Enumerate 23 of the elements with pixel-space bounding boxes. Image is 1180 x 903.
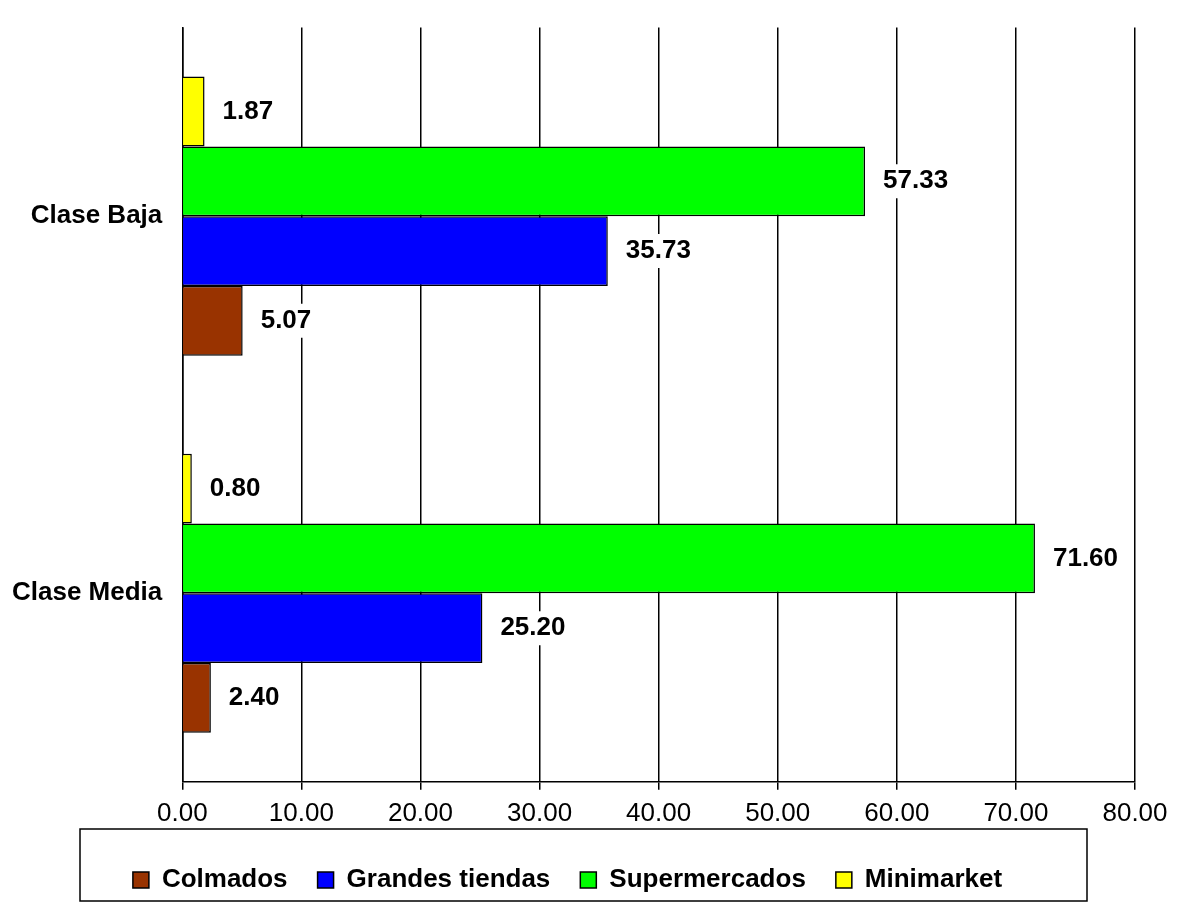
x-tick-label: 50.00 <box>745 796 811 827</box>
data-label: 2.40 <box>228 681 280 712</box>
x-tick-label: 10.00 <box>268 796 334 827</box>
data-label: 71.60 <box>1052 541 1119 572</box>
x-tick-label: 30.00 <box>507 796 573 827</box>
x-tick-label: 60.00 <box>864 796 930 827</box>
data-label: 5.07 <box>260 303 312 334</box>
x-tick-label: 40.00 <box>626 796 692 827</box>
x-tick-label: 20.00 <box>387 796 453 827</box>
x-tick-label: 80.00 <box>1102 796 1168 827</box>
y-tick-label: Clase Media <box>11 576 163 607</box>
data-label: 25.20 <box>500 611 566 642</box>
legend-label: Minimarket <box>864 863 1003 894</box>
data-label: 57.33 <box>883 164 949 195</box>
data-label: 0.80 <box>209 471 261 502</box>
data-label: 35.73 <box>625 234 691 265</box>
y-tick-label: Clase Baja <box>30 199 163 230</box>
data-label: 1.87 <box>222 94 274 125</box>
x-tick-label: 70.00 <box>983 796 1049 827</box>
x-tick-label: 0.00 <box>156 796 208 827</box>
legend-label: Supermercados <box>609 863 806 894</box>
legend-label: Grandes tiendas <box>346 863 551 894</box>
legend-label: Colmados <box>161 863 288 894</box>
